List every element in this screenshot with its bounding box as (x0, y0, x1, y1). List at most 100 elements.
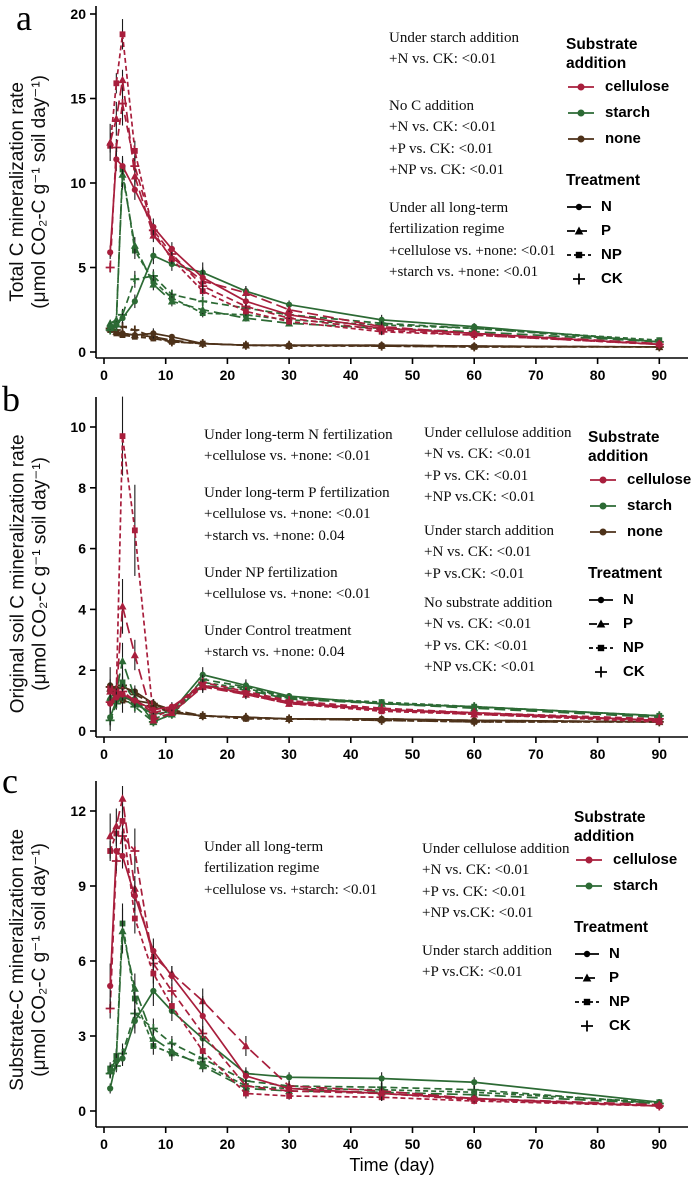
point-circle (471, 703, 478, 710)
annotation-a-no-c: No C addition +N vs. CK: <0.01 +P vs. CK… (389, 98, 505, 178)
legend-label-np: NP (623, 639, 644, 657)
annotation-b-control: Under Control treatment +starch vs. +non… (204, 623, 352, 661)
x-tick-label: 70 (528, 746, 544, 762)
annotation-b-p-fert: Under long-term P fertilization +cellulo… (204, 485, 390, 544)
point-circle (119, 330, 126, 337)
point-square (119, 818, 126, 824)
point-triangle (130, 172, 139, 180)
n-circle-icon (575, 950, 599, 957)
point-triangle (118, 656, 127, 665)
point-circle (471, 717, 478, 724)
legend-item-ck: CK (574, 1014, 677, 1038)
point-circle (378, 1075, 385, 1082)
y-tick-label: 20 (70, 6, 86, 22)
point-circle (119, 691, 126, 698)
point-square (113, 80, 120, 87)
y-tick-label: 15 (70, 91, 86, 107)
y-tick-label: 2 (78, 662, 86, 678)
legend-item-starch: starch (574, 873, 677, 899)
panel-c-plot: 0 3 6 9 12 0 10 20 30 40 50 60 70 80 90 (70, 781, 688, 1152)
point-triangle (130, 650, 139, 659)
point-triangle (241, 1041, 250, 1050)
x-tick-label: 10 (158, 746, 174, 762)
x-tick-label: 70 (528, 367, 544, 383)
x-tick-label: 20 (220, 1136, 236, 1152)
point-triangle (167, 708, 176, 716)
series-line (109, 657, 660, 723)
point-square (150, 970, 157, 977)
x-tick-label: 40 (343, 746, 359, 762)
legend-item-cellulose: cellulose (566, 74, 669, 100)
np-square-icon (567, 251, 591, 258)
point-circle (242, 342, 250, 349)
legend-panel-a: Substrate addition cellulose starch none… (566, 36, 669, 291)
point-triangle (241, 288, 250, 297)
point-circle (286, 342, 293, 349)
legend-label-p: P (601, 222, 612, 240)
point-circle (656, 1102, 663, 1110)
point-circle (113, 156, 120, 163)
ck-plus-icon (595, 666, 607, 678)
point-circle (113, 694, 120, 701)
point-circle (199, 1012, 206, 1020)
point-circle (286, 699, 293, 706)
point-circle (471, 1079, 478, 1086)
point-circle (168, 703, 175, 710)
point-triangle (149, 1034, 158, 1042)
x-tick-label: 0 (100, 367, 108, 383)
legend-label-none: none (627, 523, 663, 541)
legend-item-starch: starch (566, 100, 669, 126)
legend-label-ck: CK (609, 1017, 631, 1035)
point-square (131, 915, 138, 922)
point-triangle (118, 926, 127, 935)
x-tick-label: 40 (343, 1136, 359, 1152)
point-circle (113, 321, 120, 329)
point-circle (286, 301, 293, 308)
point-triangle (130, 241, 139, 249)
x-tick-label: 50 (405, 367, 421, 383)
point-triangle (167, 297, 176, 305)
legend-label-cellulose: cellulose (613, 851, 678, 869)
point-circle (378, 342, 385, 349)
legend-label-np: NP (601, 246, 622, 264)
point-circle (150, 987, 157, 995)
panel-b-letter: b (2, 379, 20, 419)
y-tick-label: 4 (78, 601, 86, 617)
point-circle (199, 274, 206, 281)
legend-substrate-heading: Substrate addition (588, 429, 660, 465)
legend-label-starch: starch (605, 104, 651, 122)
series-none-N (107, 326, 663, 351)
x-tick-label: 50 (405, 746, 421, 762)
ck-plus-icon (573, 273, 585, 285)
point-circle (378, 700, 385, 707)
point-circle (471, 1095, 478, 1102)
panel-a-plot: 0 5 10 15 20 0 10 20 30 40 50 60 70 80 90 (70, 6, 688, 383)
annotation-b-no-substrate: No substrate addition +N vs. CK: <0.01 +… (424, 595, 553, 675)
legend-label-ck: CK (623, 663, 645, 681)
point-circle (113, 847, 120, 855)
panel-b-plot: 0 2 4 6 8 10 0 10 20 30 40 50 60 70 80 90 (70, 396, 688, 762)
legend-item-n: N (588, 588, 691, 612)
np-square-icon (575, 998, 599, 1005)
x-tick-label: 60 (466, 367, 482, 383)
x-tick-label: 30 (281, 367, 297, 383)
point-square (243, 308, 249, 315)
annotation-c-all-regime: Under all long-term fertilization regime… (204, 839, 378, 898)
series-line (109, 79, 660, 345)
ck-plus-icon (581, 1020, 593, 1032)
point-circle (131, 892, 138, 900)
point-triangle (167, 1046, 176, 1055)
legend-item-ck: CK (588, 660, 691, 684)
point-triangle (198, 305, 207, 313)
x-tick-label: 90 (652, 746, 668, 762)
y-tick-label: 10 (70, 419, 86, 435)
legend-item-p: P (588, 612, 691, 636)
annotation-c-cellulose: Under cellulose addition +N vs. CK: <0.0… (422, 841, 570, 921)
legend-label-n: N (609, 945, 620, 963)
legend-label-ck: CK (601, 270, 623, 288)
point-circle (656, 341, 663, 348)
point-circle (471, 323, 478, 330)
n-circle-icon (589, 596, 613, 603)
point-circle (242, 1072, 250, 1080)
point-circle (242, 714, 250, 721)
